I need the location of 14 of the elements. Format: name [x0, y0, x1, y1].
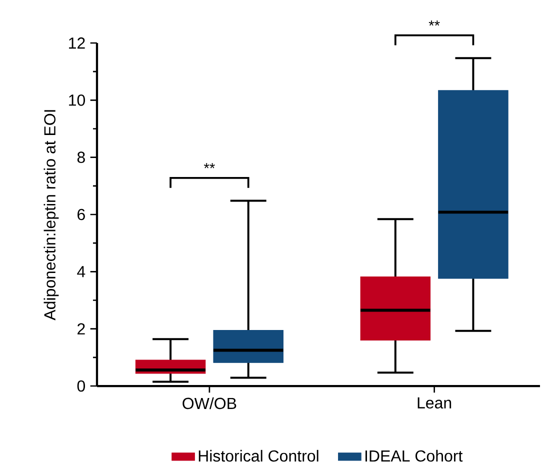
y-tick-label: 0 [77, 380, 86, 392]
y-tick-label: 8 [77, 152, 85, 163]
x-tick-label: Lean [418, 397, 452, 409]
y-tick-label: 2 [78, 323, 85, 334]
y-tick-label: 10 [69, 94, 85, 106]
y-tick-label: 6 [78, 208, 85, 220]
x-tick-label: OW/OB [182, 397, 236, 410]
y-tick-label: 12 [69, 37, 85, 49]
legend-label: Historical Control [198, 450, 318, 462]
y-axis-title: Adiponectin:leptin ratio at EOI [44, 110, 59, 320]
annotation: ** [204, 163, 215, 168]
y-tick-label: 4 [77, 266, 86, 278]
legend-label: IDEAL Cohort [365, 450, 463, 462]
text: ** [428, 20, 440, 26]
